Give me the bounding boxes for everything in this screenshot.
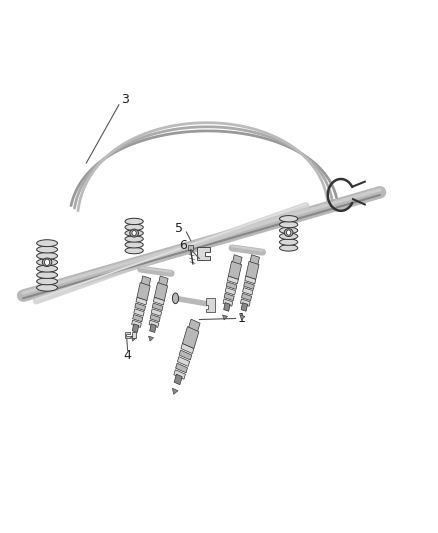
Polygon shape [244, 282, 254, 289]
Polygon shape [137, 282, 150, 301]
Polygon shape [245, 276, 256, 284]
Ellipse shape [125, 241, 143, 248]
Polygon shape [152, 303, 163, 311]
Polygon shape [150, 314, 160, 322]
Ellipse shape [37, 246, 57, 253]
Text: 6: 6 [180, 239, 187, 252]
Ellipse shape [125, 218, 143, 224]
Polygon shape [188, 319, 200, 332]
Ellipse shape [173, 293, 179, 304]
Polygon shape [131, 332, 136, 338]
Polygon shape [224, 293, 234, 301]
Polygon shape [133, 314, 143, 322]
Ellipse shape [279, 221, 298, 228]
Polygon shape [131, 320, 141, 327]
Polygon shape [181, 344, 194, 353]
Ellipse shape [37, 278, 57, 285]
Circle shape [132, 230, 136, 236]
Polygon shape [224, 303, 230, 311]
Bar [188, 245, 193, 250]
Polygon shape [179, 350, 192, 360]
Polygon shape [154, 282, 168, 301]
Polygon shape [125, 332, 130, 338]
Polygon shape [174, 374, 182, 385]
Polygon shape [206, 298, 215, 312]
Polygon shape [246, 261, 259, 279]
Polygon shape [223, 315, 227, 320]
Ellipse shape [37, 284, 57, 291]
Circle shape [45, 259, 49, 265]
Polygon shape [151, 309, 162, 316]
Ellipse shape [37, 240, 57, 247]
Polygon shape [250, 255, 259, 265]
Text: 3: 3 [121, 93, 129, 106]
Polygon shape [227, 276, 238, 284]
Polygon shape [177, 357, 190, 366]
Ellipse shape [279, 233, 298, 239]
Ellipse shape [42, 258, 52, 266]
Polygon shape [132, 324, 139, 333]
Text: 4: 4 [124, 349, 131, 361]
Ellipse shape [125, 236, 143, 242]
Polygon shape [223, 299, 233, 306]
Polygon shape [182, 327, 199, 349]
Ellipse shape [279, 216, 298, 222]
Polygon shape [240, 299, 250, 306]
Ellipse shape [37, 259, 57, 266]
Ellipse shape [130, 229, 138, 237]
Circle shape [286, 230, 291, 235]
Ellipse shape [279, 239, 298, 245]
Polygon shape [233, 255, 242, 265]
Polygon shape [241, 293, 251, 301]
Polygon shape [134, 309, 144, 316]
Ellipse shape [125, 224, 143, 230]
Polygon shape [136, 297, 147, 305]
Polygon shape [172, 388, 178, 394]
Ellipse shape [279, 245, 298, 251]
Ellipse shape [37, 253, 57, 260]
Ellipse shape [125, 247, 143, 254]
Text: 1: 1 [238, 312, 246, 325]
Polygon shape [240, 315, 245, 320]
Text: 5: 5 [175, 222, 183, 235]
Polygon shape [197, 247, 210, 260]
Polygon shape [225, 288, 236, 295]
Polygon shape [243, 288, 253, 295]
Polygon shape [228, 261, 242, 279]
Ellipse shape [279, 227, 298, 233]
Polygon shape [159, 276, 168, 286]
Polygon shape [241, 303, 247, 311]
Polygon shape [135, 303, 145, 311]
Polygon shape [150, 324, 156, 333]
Polygon shape [176, 363, 187, 373]
Polygon shape [131, 336, 136, 341]
Ellipse shape [284, 229, 293, 237]
Ellipse shape [37, 265, 57, 272]
Polygon shape [141, 276, 151, 286]
Polygon shape [153, 297, 164, 305]
Polygon shape [149, 320, 159, 327]
Ellipse shape [37, 271, 57, 278]
Polygon shape [174, 370, 185, 379]
Polygon shape [148, 336, 154, 341]
Polygon shape [226, 282, 237, 289]
Ellipse shape [125, 230, 143, 236]
